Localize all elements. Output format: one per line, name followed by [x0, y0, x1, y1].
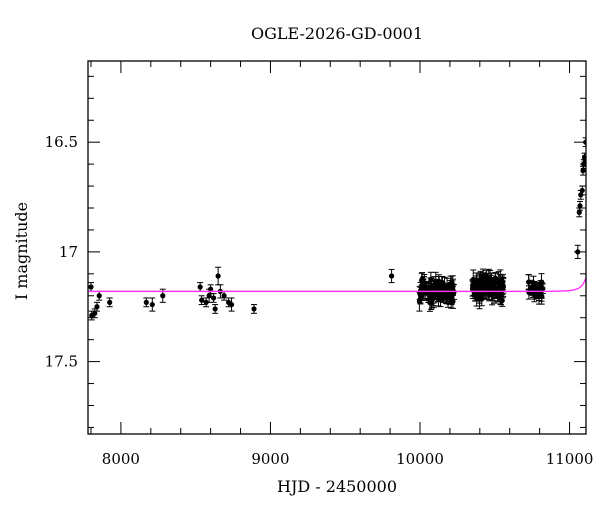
data-point: [525, 274, 532, 290]
data-point: [197, 282, 204, 292]
data-point: [421, 274, 428, 293]
x-tick-label: 9000: [251, 450, 289, 468]
data-point: [96, 290, 103, 301]
data-point: [215, 266, 222, 286]
y-tick-label: 17.5: [45, 353, 78, 371]
data-point: [88, 282, 94, 292]
data-point: [93, 301, 100, 312]
data-point: [538, 273, 545, 291]
x-tick-label: 10000: [396, 450, 444, 468]
data-point: [576, 207, 583, 218]
data-point: [476, 289, 483, 310]
model-curve: [88, 277, 586, 293]
data-points: [88, 137, 586, 321]
y-tick-label: 16.5: [45, 133, 78, 151]
plot-frame: [87, 60, 587, 435]
data-point: [480, 287, 487, 300]
x-tick-label: 11000: [546, 450, 594, 468]
x-axis-label: HJD - 2450000: [277, 477, 397, 496]
data-point: [439, 281, 446, 295]
chart-title: OGLE-2026-GD-0001: [251, 24, 423, 43]
axis-tick-labels: 8000 9000 10000 11000 16.5 17 17.5: [45, 133, 594, 468]
data-point: [388, 268, 395, 284]
y-axis-label: I magnitude: [12, 202, 31, 300]
data-point: [143, 297, 150, 308]
data-point: [419, 287, 426, 302]
x-tick-label: 8000: [102, 450, 140, 468]
data-point: [251, 304, 257, 314]
data-point: [198, 295, 205, 306]
plot-area: [87, 60, 587, 435]
data-point: [210, 293, 217, 303]
data-point: [207, 284, 214, 295]
data-point: [580, 165, 586, 176]
data-point: [106, 297, 113, 308]
data-point: [473, 277, 480, 296]
data-point: [577, 200, 584, 211]
data-point: [531, 281, 538, 296]
y-tick-label: 17: [59, 243, 78, 261]
data-point: [228, 297, 235, 312]
data-point: [149, 297, 156, 312]
data-point: [212, 304, 219, 314]
axis-ticks: [88, 61, 586, 434]
